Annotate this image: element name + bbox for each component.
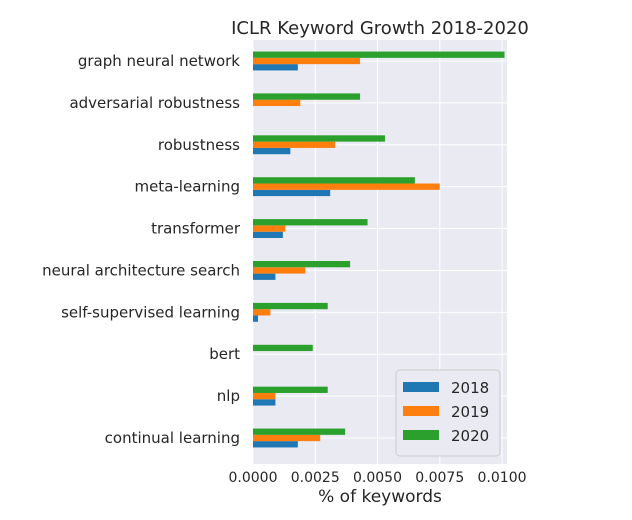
category-label: bert: [209, 345, 240, 363]
bar-2019-transformer: [253, 225, 286, 232]
x-tick-labels: 0.0000 0.0025 0.0050 0.0075 0.0100: [229, 470, 527, 486]
bar-2020-continual-learning: [253, 428, 346, 435]
category-labels: graph neural network adversarial robustne…: [42, 52, 241, 447]
category-label: continual learning: [105, 429, 240, 447]
legend-swatch-2018: [403, 382, 439, 392]
x-tick-label: 0.0100: [478, 470, 527, 486]
bar-2020-nlp: [253, 386, 328, 393]
bar-2020-bert: [253, 344, 313, 352]
legend-label-2019: 2019: [451, 403, 489, 421]
x-axis-label: % of keywords: [318, 487, 442, 507]
x-tick-label: 0.0050: [353, 470, 402, 486]
category-label: neural architecture search: [42, 261, 240, 279]
bar-2018-transformer: [253, 231, 283, 239]
bar-2018-graph-neural-network: [253, 64, 298, 71]
bar-2018-meta-learning: [253, 189, 331, 197]
legend-label-2020: 2020: [451, 427, 489, 445]
bar-2019-nlp: [253, 392, 276, 400]
bar-2020-graph-neural-network: [253, 51, 505, 58]
bar-2020-self-supervised-learning: [253, 302, 328, 310]
bar-2018-continual-learning: [253, 441, 298, 448]
legend-swatch-2019: [403, 406, 439, 416]
bar-2019-self-supervised-learning: [253, 309, 271, 316]
bars: [253, 51, 505, 448]
category-label: self-supervised learning: [61, 303, 240, 321]
category-label: adversarial robustness: [69, 94, 240, 112]
category-label: robustness: [158, 136, 240, 154]
x-tick-label: 0.0000: [229, 470, 278, 486]
bar-2020-transformer: [253, 219, 368, 226]
category-label: meta-learning: [134, 178, 240, 196]
bar-2019-adversarial-robustness: [253, 99, 301, 107]
bar-2019-graph-neural-network: [253, 57, 361, 65]
x-tick-label: 0.0025: [291, 470, 340, 486]
bar-2020-adversarial-robustness: [253, 93, 361, 100]
chart-title: ICLR Keyword Growth 2018-2020: [231, 18, 529, 39]
bar-2019-meta-learning: [253, 183, 440, 190]
bar-2020-robustness: [253, 135, 385, 142]
legend-swatch-2020: [403, 430, 439, 440]
category-label: transformer: [151, 220, 241, 238]
bar-2020-neural-architecture-search: [253, 260, 351, 268]
x-tick-label: 0.0075: [415, 470, 464, 486]
bar-2018-robustness: [253, 147, 291, 155]
bar-2018-self-supervised-learning: [253, 315, 258, 322]
bar-2019-continual-learning: [253, 434, 321, 442]
category-label: graph neural network: [78, 52, 240, 70]
category-label: nlp: [217, 387, 240, 405]
bar-2018-nlp: [253, 399, 276, 406]
bar-2018-neural-architecture-search: [253, 273, 276, 280]
legend: 2018 2019 2020: [395, 369, 501, 457]
bar-2020-meta-learning: [253, 177, 415, 184]
bar-2019-robustness: [253, 141, 336, 148]
legend-label-2018: 2018: [451, 379, 489, 397]
bar-2019-neural-architecture-search: [253, 267, 306, 274]
